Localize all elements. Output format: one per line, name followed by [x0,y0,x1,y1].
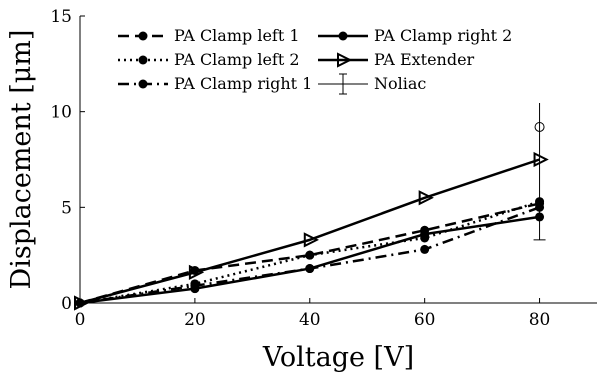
legend-label: PA Clamp right 2 [374,26,512,45]
x-tick-label: 80 [529,310,551,330]
legend-marker [138,79,148,89]
series-line [79,215,540,305]
legend-label: Noliac [374,74,426,93]
data-point [418,190,434,206]
y-tick-label: 0 [61,294,72,314]
legend-item-pa-clamp-right-2: PA Clamp right 2 [318,26,512,45]
x-axis-title: Voltage [V] [262,342,414,373]
legend-marker [337,52,353,68]
series-line [79,202,540,305]
x-tick-label: 40 [299,310,321,330]
legend-item-pa-clamp-left-1: PA Clamp left 1 [118,26,300,45]
x-tick-label: 0 [75,310,86,330]
legend-label: PA Clamp left 1 [174,26,300,45]
y-tick-label: 10 [50,103,72,123]
data-point [74,295,90,311]
data-point [534,121,545,132]
legend-item-noliac: Noliac [318,73,426,95]
legend-item-pa-clamp-left-2: PA Clamp left 2 [118,50,300,69]
plot-area [74,59,549,311]
data-point [188,264,205,281]
legend-label: PA Clamp right 1 [174,74,312,93]
data-point [420,229,430,239]
axes: 0 20 40 60 80 0 5 10 15 [50,7,597,330]
legend: PA Clamp left 1 PA Clamp left 2 PA Clamp r… [112,17,560,103]
x-tick-label: 60 [414,310,436,330]
legend-label: PA Clamp left 2 [174,50,300,69]
x-tick-label: 20 [184,310,206,330]
data-point [305,250,315,260]
series-line [79,158,540,305]
data-point [190,284,200,294]
legend-marker [338,31,348,41]
y-tick-label: 5 [61,198,72,218]
legend-label: PA Extender [374,50,475,69]
y-tick-label: 15 [50,7,72,27]
series-pa-clamp-left-2 [75,197,545,308]
data-point [533,151,549,168]
axis-titles: Voltage [V] Displacement [μm] [6,30,414,373]
y-axis-title: Displacement [μm] [6,30,37,290]
legend-marker [138,31,148,41]
series-pa-extender [74,151,549,311]
legend-item-pa-clamp-right-1: PA Clamp right 1 [118,74,312,93]
legend-marker [138,55,148,65]
data-point [305,264,315,274]
data-point [420,244,430,254]
data-point [303,232,320,248]
legend-item-pa-extender: PA Extender [318,50,475,69]
